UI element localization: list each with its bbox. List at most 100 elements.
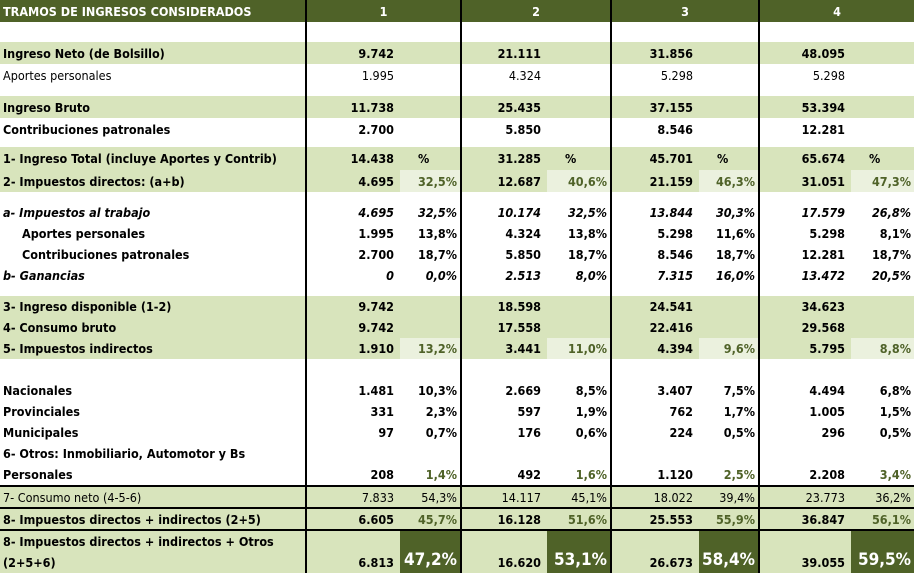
value-cell[interactable]: 5.850: [505, 247, 541, 262]
value-cell[interactable]: 16.128: [497, 511, 541, 527]
percent-cell[interactable]: [547, 296, 612, 317]
value-cell[interactable]: 5.298: [809, 226, 845, 241]
percent-cell[interactable]: 0,0%: [400, 265, 462, 285]
value-cell[interactable]: 10.174: [497, 205, 541, 220]
value-cell[interactable]: 9.742: [358, 320, 394, 335]
percent-cell[interactable]: [699, 86, 760, 96]
percent-cell[interactable]: 45,7%: [400, 509, 462, 529]
value-cell[interactable]: [760, 22, 851, 42]
percent-cell[interactable]: 8,5%: [547, 380, 612, 401]
percent-cell[interactable]: 8,0%: [547, 265, 612, 285]
value-cell[interactable]: 4.324: [508, 67, 541, 83]
percent-cell[interactable]: [547, 86, 612, 96]
percent-cell[interactable]: [547, 118, 612, 140]
value-cell[interactable]: 5.298: [657, 226, 693, 241]
percent-cell[interactable]: 8,8%: [851, 338, 914, 359]
percent-cell[interactable]: 1,5%: [879, 404, 911, 419]
value-cell[interactable]: [462, 359, 547, 380]
value-cell[interactable]: 3.441: [505, 341, 541, 356]
percent-cell[interactable]: [400, 140, 462, 147]
value-cell[interactable]: 65.674: [801, 151, 845, 166]
percent-cell[interactable]: [547, 42, 612, 64]
percent-cell[interactable]: 18,7%: [871, 247, 911, 262]
row-label[interactable]: 2- Impuestos directos: (a+b): [0, 170, 307, 192]
percent-cell[interactable]: 13,8%: [400, 223, 462, 244]
percent-cell[interactable]: 0,5%: [879, 425, 911, 440]
percent-cell[interactable]: 13,8%: [547, 223, 612, 244]
value-cell[interactable]: 29.568: [801, 320, 845, 335]
percent-cell[interactable]: %: [547, 147, 612, 170]
value-cell[interactable]: 1.120: [657, 467, 693, 482]
percent-cell[interactable]: 1,6%: [547, 443, 612, 485]
value-cell[interactable]: 1.995: [358, 226, 394, 241]
percent-cell[interactable]: 54,3%: [400, 487, 462, 507]
percent-cell[interactable]: 13,2%: [400, 338, 462, 359]
value-cell[interactable]: 6.605: [358, 511, 394, 527]
value-cell[interactable]: 4.394: [657, 341, 693, 356]
value-cell[interactable]: [612, 192, 699, 202]
percent-cell[interactable]: [400, 317, 462, 338]
percent-cell[interactable]: 32,5%: [547, 202, 612, 223]
percent-cell[interactable]: [851, 359, 914, 380]
value-cell[interactable]: [462, 192, 547, 202]
value-cell[interactable]: [760, 86, 851, 96]
percent-cell[interactable]: 1,9%: [547, 401, 612, 422]
row-label[interactable]: 5- Impuestos indirectos: [0, 338, 307, 359]
percent-cell[interactable]: 2,5%: [699, 443, 760, 485]
row-label[interactable]: 1- Ingreso Total (incluye Aportes y Cont…: [0, 147, 307, 170]
value-cell[interactable]: [612, 86, 699, 96]
percent-cell[interactable]: [699, 42, 760, 64]
value-cell[interactable]: 5.298: [812, 67, 845, 83]
row-label[interactable]: [0, 192, 307, 202]
value-cell[interactable]: [612, 359, 699, 380]
percent-cell[interactable]: 16,0%: [699, 265, 760, 285]
row-label[interactable]: 8- Impuestos directos + indirectos (2+5): [0, 509, 307, 529]
value-cell[interactable]: 26.673: [649, 555, 693, 570]
percent-cell[interactable]: [851, 64, 914, 86]
value-cell[interactable]: 3.407: [657, 383, 693, 398]
percent-cell[interactable]: %: [400, 147, 462, 170]
row-label[interactable]: 8- Impuestos directos + indirectos + Otr…: [0, 531, 307, 573]
percent-cell[interactable]: 3,4%: [879, 467, 911, 482]
percent-cell[interactable]: [851, 118, 914, 140]
percent-cell[interactable]: 1,4%: [400, 443, 462, 485]
percent-cell[interactable]: [851, 22, 914, 42]
value-cell[interactable]: 12.281: [801, 121, 845, 137]
percent-cell[interactable]: 18,7%: [547, 244, 612, 265]
value-cell[interactable]: [760, 359, 851, 380]
value-cell[interactable]: 597: [517, 404, 541, 419]
value-cell[interactable]: 1.481: [358, 383, 394, 398]
percent-cell[interactable]: [547, 22, 612, 42]
value-cell[interactable]: [612, 22, 699, 42]
value-cell[interactable]: [462, 22, 547, 42]
value-cell[interactable]: 2.669: [505, 383, 541, 398]
row-label[interactable]: [0, 140, 307, 147]
value-cell[interactable]: 22.416: [649, 320, 693, 335]
row-label[interactable]: [0, 359, 307, 380]
value-cell[interactable]: 0: [386, 267, 394, 283]
value-cell[interactable]: 208: [370, 467, 394, 482]
row-label[interactable]: Contribuciones patronales: [0, 244, 307, 265]
percent-cell[interactable]: 10,3%: [400, 380, 462, 401]
percent-cell[interactable]: [400, 118, 462, 140]
percent-cell[interactable]: 53,1%: [547, 531, 612, 573]
value-cell[interactable]: [307, 86, 400, 96]
header-col-2[interactable]: 2: [462, 0, 612, 22]
percent-cell[interactable]: 8,1%: [879, 226, 911, 241]
percent-cell[interactable]: [699, 192, 760, 202]
value-cell[interactable]: 31.051: [801, 173, 845, 189]
row-label[interactable]: Nacionales: [0, 380, 307, 401]
percent-cell[interactable]: [547, 359, 612, 380]
row-label[interactable]: Contribuciones patronales: [0, 118, 307, 140]
value-cell[interactable]: 23.773: [805, 489, 845, 505]
percent-cell[interactable]: 55,9%: [699, 509, 760, 529]
row-label[interactable]: Ingreso Neto (de Bolsillo): [0, 42, 307, 64]
value-cell[interactable]: 14.117: [501, 489, 541, 505]
value-cell[interactable]: [612, 140, 699, 147]
percent-cell[interactable]: 0,6%: [547, 422, 612, 443]
value-cell[interactable]: [462, 140, 547, 147]
value-cell[interactable]: 296: [821, 425, 845, 440]
value-cell[interactable]: [760, 140, 851, 147]
percent-cell[interactable]: 26,8%: [871, 205, 911, 220]
value-cell[interactable]: 5.298: [660, 67, 693, 83]
